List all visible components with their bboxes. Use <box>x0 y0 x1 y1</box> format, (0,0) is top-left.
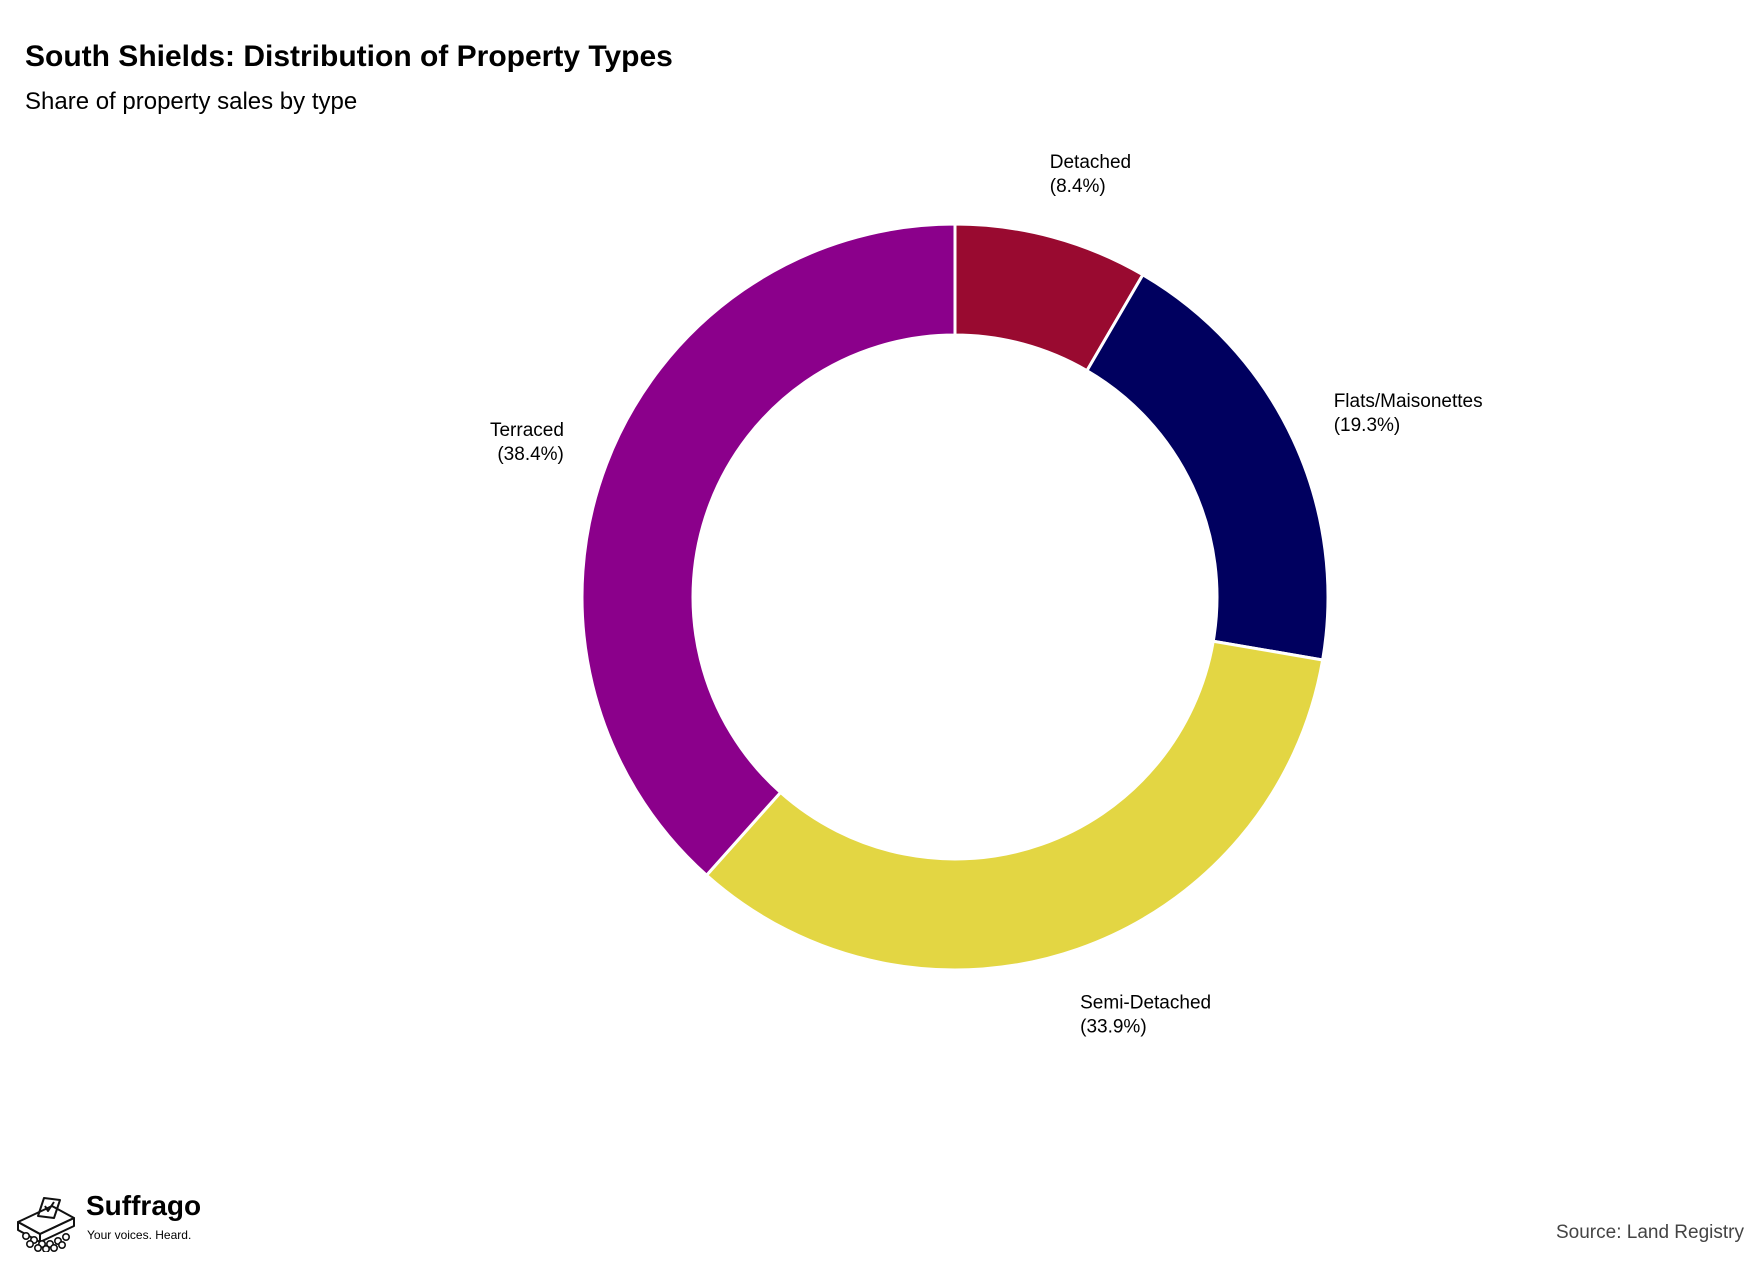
slice-label-name: Flats/Maisonettes <box>1334 391 1483 412</box>
slice-label-terraced: Terraced (38.4%) <box>490 420 564 465</box>
slice-flats-maisonettes <box>1084 272 1330 662</box>
ballot-box-icon <box>17 1197 75 1252</box>
logo-name: Suffrago <box>86 1190 202 1221</box>
slice-label-percent: (19.3%) <box>1334 415 1401 436</box>
chart-title: South Shields: Distribution of Property … <box>25 40 673 73</box>
slice-semi-detached <box>704 639 1325 972</box>
slice-label-name: Detached <box>1050 152 1131 173</box>
donut-slices <box>580 222 1330 972</box>
slice-label-percent: (33.9%) <box>1080 1016 1147 1037</box>
logo-tagline: Your voices. Heard. <box>87 1228 192 1242</box>
slice-labels: Detached (8.4%) Flats/Maisonettes (19.3%) Se… <box>490 152 1483 1037</box>
source-note: Source: Land Registry <box>1556 1222 1744 1243</box>
slice-label-percent: (8.4%) <box>1050 176 1106 197</box>
slice-label-name: Semi-Detached <box>1080 992 1211 1013</box>
suffrago-logo: Suffrago Your voices. Heard. <box>14 1190 214 1252</box>
slice-label-flats-maisonettes: Flats/Maisonettes (19.3%) <box>1334 391 1483 436</box>
slice-terraced <box>580 222 957 878</box>
slice-label-percent: (38.4%) <box>497 444 564 465</box>
slice-label-detached: Detached (8.4%) <box>1050 152 1131 197</box>
chart-subtitle: Share of property sales by type <box>25 88 358 115</box>
slice-label-semi-detached: Semi-Detached (33.9%) <box>1080 992 1211 1037</box>
slice-label-name: Terraced <box>490 420 564 441</box>
